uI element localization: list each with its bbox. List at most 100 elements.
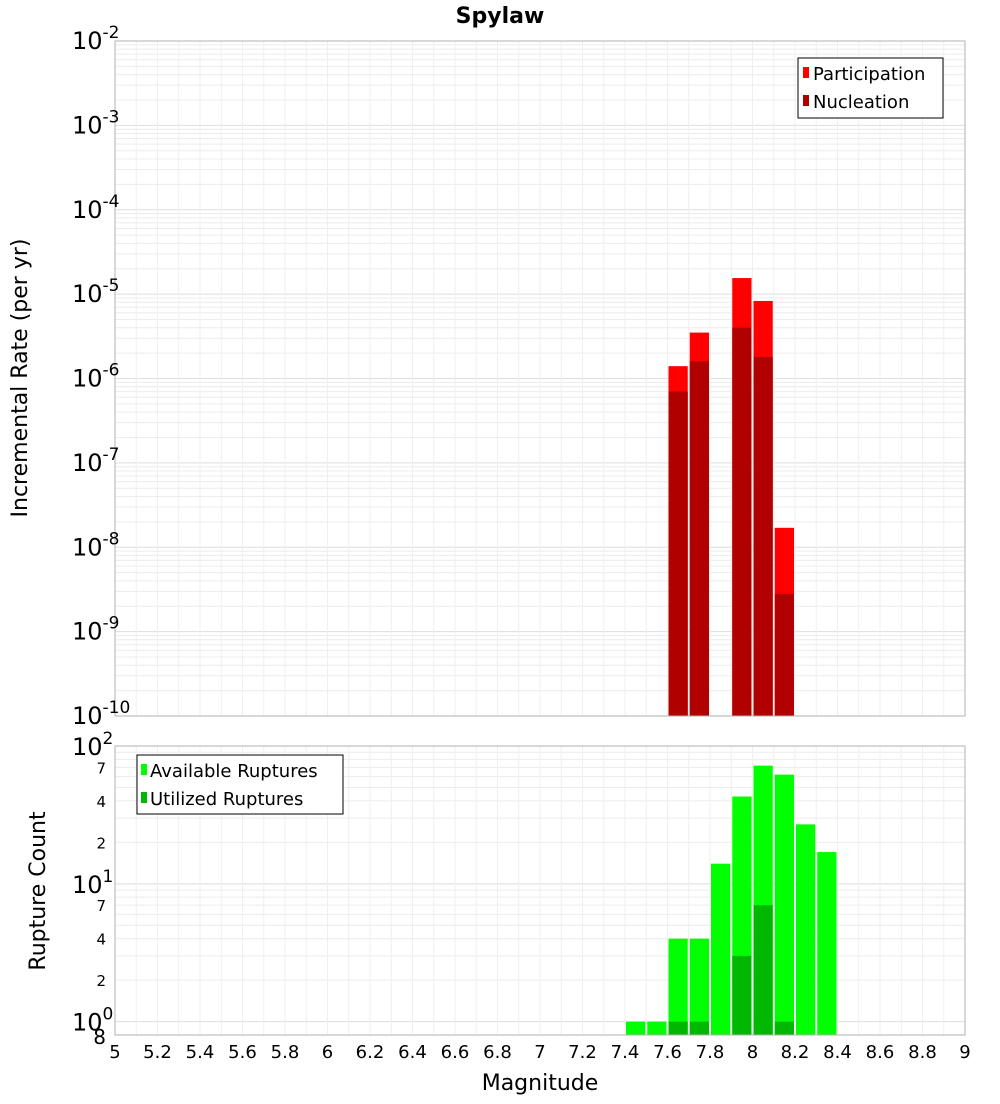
chart-title: Spylaw	[456, 4, 545, 29]
x-tick-label: 5.2	[143, 1042, 172, 1063]
bottom-y-major-label: 102	[72, 729, 113, 761]
bottom-y-major-label: 101	[72, 867, 113, 899]
available-ruptures-bar	[817, 852, 837, 1035]
top-y-tick-label-base: 10	[72, 533, 103, 561]
x-tick-label: 8.8	[908, 1042, 937, 1063]
legend-nucleation-label: Nucleation	[813, 92, 909, 113]
available-ruptures-bar	[774, 774, 794, 1035]
top-y-tick-label-base: 10	[72, 449, 103, 477]
top-y-tick-label: 10-5	[72, 276, 120, 308]
top-y-tick-label-exponent: -2	[103, 23, 120, 43]
utilized-ruptures-bar	[689, 1021, 709, 1035]
top-y-tick-label-exponent: -10	[103, 698, 131, 718]
bottom-y-minor-label: 4	[96, 793, 106, 811]
bottom-y-major-label-base: 10	[72, 1009, 103, 1037]
top-y-tick-label-base: 10	[72, 280, 103, 308]
bottom-y-major-label-exponent: 2	[103, 729, 114, 749]
x-tick-label: 8.2	[781, 1042, 810, 1063]
utilized-ruptures-bar	[774, 1021, 794, 1035]
bottom-y-axis-label: Rupture Count	[26, 811, 51, 971]
bottom-y-minor-label: 7	[96, 759, 106, 777]
top-panel-grid	[114, 40, 966, 717]
top-y-tick-label-exponent: -3	[103, 107, 120, 127]
nucleation-bar	[732, 327, 752, 716]
x-tick-label: 8	[747, 1042, 758, 1063]
legend-available-label: Available Ruptures	[150, 761, 318, 782]
x-tick-label: 7.4	[611, 1042, 640, 1063]
bottom-y-minor-label: 2	[96, 834, 106, 852]
nucleation-bar	[668, 391, 688, 716]
x-tick-label: 5.4	[186, 1042, 215, 1063]
utilized-ruptures-bar	[753, 905, 773, 1035]
top-y-tick-label: 10-3	[72, 107, 120, 139]
legend-utilized-swatch	[141, 792, 147, 803]
top-y-tick-label-exponent: -5	[103, 276, 120, 296]
top-y-tick-label: 10-6	[72, 361, 120, 393]
bottom-y-minor-label: 8	[93, 1025, 106, 1049]
top-y-axis-label: Incremental Rate (per yr)	[8, 239, 33, 518]
bottom-plot-frame	[114, 745, 966, 1036]
top-y-tick-label-base: 10	[72, 196, 103, 224]
bottom-panel-bars	[626, 765, 837, 1035]
top-legend: Participation Nucleation	[797, 57, 944, 119]
x-tick-label: 6.4	[398, 1042, 427, 1063]
bottom-legend: Available Ruptures Utilized Ruptures	[136, 754, 344, 815]
top-y-tick-label-exponent: -4	[103, 192, 120, 212]
top-panel-bars	[668, 278, 794, 716]
available-ruptures-bar	[711, 863, 731, 1035]
bottom-y-major-label-base: 10	[72, 733, 103, 761]
x-tick-label: 8.6	[866, 1042, 895, 1063]
bottom-y-major-label-exponent: 0	[103, 1005, 114, 1025]
top-y-tick-label-exponent: -7	[103, 445, 120, 465]
bottom-y-minor-label: 4	[96, 931, 106, 949]
bottom-y-major-label-exponent: 1	[103, 867, 114, 887]
top-legend-box	[797, 57, 944, 119]
x-tick-label: 6.2	[356, 1042, 385, 1063]
top-y-tick-label-exponent: -9	[103, 614, 120, 634]
available-ruptures-bar	[668, 938, 688, 1035]
top-y-tick-label: 10-8	[72, 529, 120, 561]
legend-participation-swatch	[803, 67, 809, 78]
x-tick-label: 7	[534, 1042, 545, 1063]
top-y-tick-label-exponent: -8	[103, 529, 120, 549]
utilized-ruptures-bar	[668, 1021, 688, 1035]
legend-participation-label: Participation	[813, 64, 925, 85]
nucleation-bar	[774, 593, 794, 716]
top-y-tick-label: 10-10	[72, 698, 130, 730]
top-y-tick-label: 10-7	[72, 445, 120, 477]
available-ruptures-bar	[626, 1021, 646, 1035]
nucleation-bar	[689, 361, 709, 716]
top-y-tick-label-base: 10	[72, 702, 103, 730]
legend-utilized-label: Utilized Ruptures	[150, 789, 303, 810]
x-tick-label: 5.6	[228, 1042, 257, 1063]
bottom-y-minor-label: 2	[96, 972, 106, 990]
x-tick-label: 7.2	[568, 1042, 597, 1063]
available-ruptures-bar	[796, 824, 816, 1035]
top-y-tick-label: 10-2	[72, 23, 120, 55]
available-ruptures-bar	[647, 1021, 667, 1035]
legend-available-swatch	[141, 764, 147, 775]
legend-nucleation-swatch	[803, 95, 809, 106]
nucleation-bar	[753, 356, 773, 716]
x-tick-label: 8.4	[823, 1042, 852, 1063]
x-tick-label: 5.8	[271, 1042, 300, 1063]
x-tick-label: 7.8	[696, 1042, 725, 1063]
top-y-tick-label-base: 10	[72, 27, 103, 55]
top-y-tick-label-base: 10	[72, 618, 103, 646]
bottom-y-major-label-base: 10	[72, 871, 103, 899]
x-tick-label: 6	[322, 1042, 333, 1063]
top-y-tick-label: 10-9	[72, 614, 120, 646]
x-tick-labels: 5 5.2 5.4 5.6 5.8 6 6.2 6.4 6.6 6.8 7 7.2 7.4 7.6 7.8 8…	[109, 1042, 970, 1063]
available-ruptures-bar	[689, 938, 709, 1035]
x-tick-label: 6.6	[441, 1042, 470, 1063]
x-tick-label: 6.8	[483, 1042, 512, 1063]
x-tick-label: 7.6	[653, 1042, 682, 1063]
top-y-tick-labels: 10-210-310-410-510-610-710-810-910-10	[72, 23, 130, 730]
x-tick-label: 9	[959, 1042, 970, 1063]
x-tick-label: 5	[109, 1042, 120, 1063]
bottom-y-major-label: 100	[72, 1005, 113, 1037]
top-y-tick-label-base: 10	[72, 111, 103, 139]
top-y-tick-label-exponent: -6	[103, 361, 120, 381]
